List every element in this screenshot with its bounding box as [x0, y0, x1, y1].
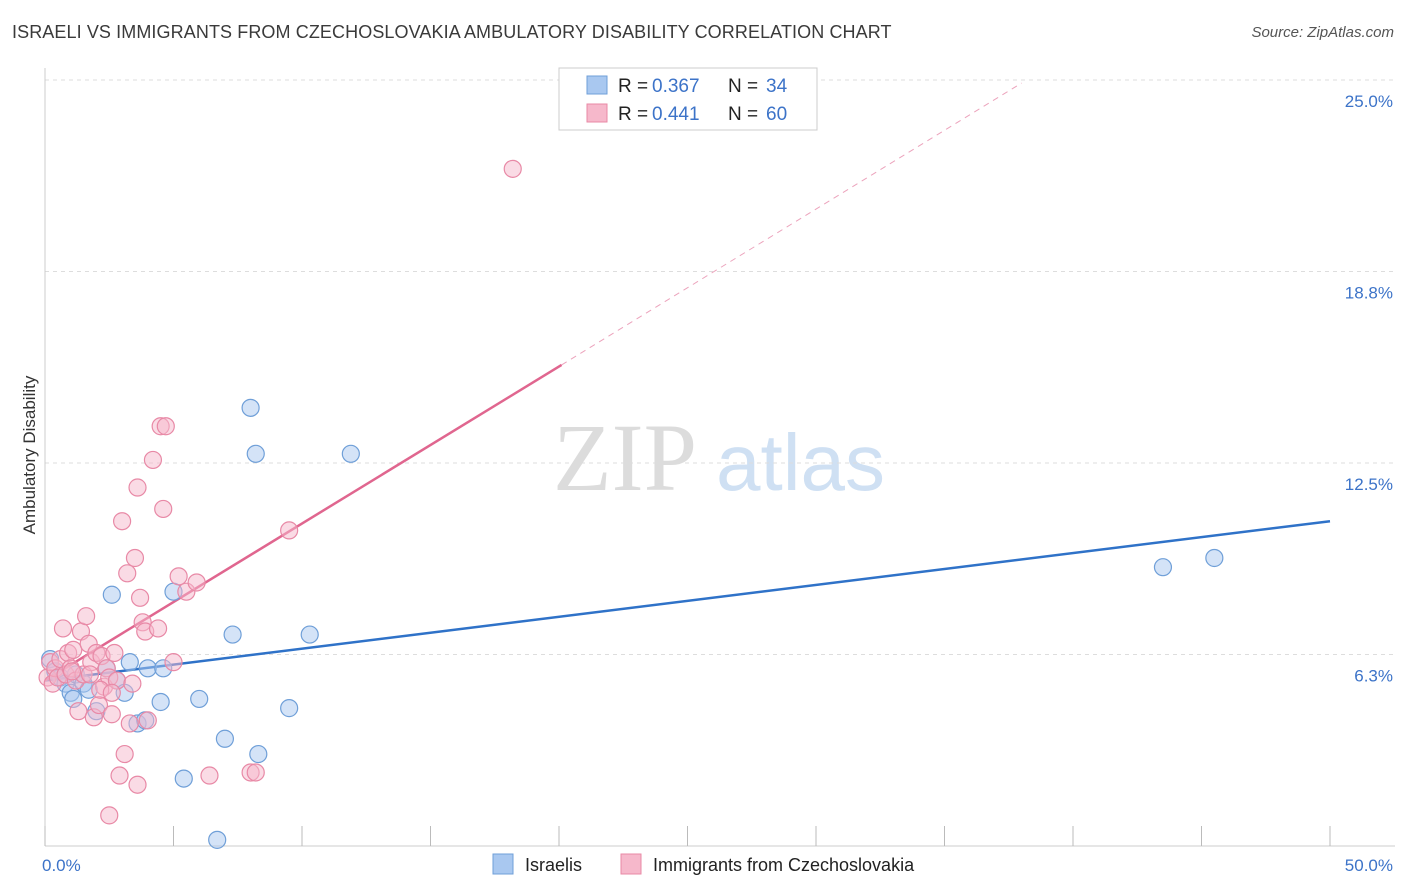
point-czechoslovakia [110, 766, 129, 785]
point-israelis [241, 398, 260, 417]
y-tick-label: 6.3% [1354, 667, 1393, 686]
bottom-legend-label-czechoslovakia: Immigrants from Czechoslovakia [653, 855, 915, 875]
point-israelis [246, 444, 265, 463]
point-czechoslovakia [102, 683, 121, 702]
point-czechoslovakia [130, 588, 150, 607]
bottom-legend-label-israelis: Israelis [525, 855, 582, 875]
legend-swatch-israelis [586, 75, 608, 95]
point-israelis [151, 692, 170, 712]
point-israelis [215, 729, 234, 748]
watermark-zip: ZIP [553, 404, 697, 511]
legend-n-label-czechoslovakia: N = [728, 104, 758, 125]
point-czechoslovakia [154, 499, 173, 519]
chart-title: ISRAELI VS IMMIGRANTS FROM CZECHOSLOVAKI… [12, 22, 892, 42]
axis-layer: 6.3% 12.5% 18.8% 25.0% 0.0% 50.0% [42, 68, 1395, 875]
point-israelis [102, 585, 121, 604]
point-israelis [1153, 558, 1173, 577]
point-czechoslovakia [503, 159, 522, 178]
bottom-legend-swatch-czechoslovakia [620, 853, 642, 875]
legend-r-value-israelis: 0.367 [652, 76, 700, 97]
y-tick-label: 12.5% [1345, 475, 1393, 494]
point-czechoslovakia [100, 806, 119, 825]
chart-source: Source: ZipAtlas.com [1251, 24, 1394, 41]
point-czechoslovakia [280, 521, 299, 540]
point-czechoslovakia [200, 766, 219, 785]
legend-n-value-czechoslovakia: 60 [766, 104, 787, 125]
x-tick-label: 0.0% [42, 856, 81, 875]
legend-r-value-czechoslovakia: 0.441 [652, 104, 700, 125]
legend-n-value-israelis: 34 [766, 76, 788, 97]
x-tick-label: 50.0% [1345, 856, 1393, 875]
y-tick-label: 25.0% [1345, 92, 1393, 111]
point-israelis [223, 625, 242, 644]
point-israelis [138, 659, 157, 678]
y-tick-label: 18.8% [1345, 284, 1393, 303]
bottom-legend: Israelis Immigrants from Czechoslovakia [492, 853, 915, 875]
point-czechoslovakia [105, 643, 124, 663]
trend-layer [44, 82, 1331, 682]
grid-layer [45, 79, 1395, 655]
point-czechoslovakia [128, 775, 147, 794]
watermark: ZIP atlas [553, 404, 885, 511]
trend-line-israelis [44, 519, 1331, 682]
point-czechoslovakia [115, 744, 134, 764]
point-israelis [280, 699, 299, 718]
legend-r-label-czechoslovakia: R = [618, 104, 648, 125]
legend-n-label-israelis: N = [728, 76, 758, 97]
point-israelis [1205, 548, 1224, 568]
point-israelis [341, 444, 360, 463]
point-czechoslovakia [138, 711, 157, 730]
point-israelis [120, 653, 139, 672]
trend-line-czechoslovakia-extension [561, 82, 1022, 366]
point-czechoslovakia [64, 640, 83, 660]
legend-swatch-czechoslovakia [586, 103, 608, 123]
bottom-legend-swatch-israelis [492, 853, 514, 875]
point-czechoslovakia [143, 450, 163, 470]
point-czechoslovakia [112, 512, 132, 531]
point-czechoslovakia [102, 705, 121, 724]
point-czechoslovakia [156, 417, 175, 436]
point-israelis [190, 689, 209, 709]
point-israelis [300, 625, 319, 644]
point-czechoslovakia [80, 665, 100, 684]
point-czechoslovakia [123, 674, 142, 693]
legend: R = 0.367 N = 34 R = 0.441 N = 60 [558, 67, 818, 131]
point-czechoslovakia [187, 573, 206, 592]
point-layer [38, 159, 1224, 849]
point-czechoslovakia [164, 653, 183, 672]
point-israelis [249, 744, 268, 764]
point-czechoslovakia [128, 478, 147, 497]
trend-line-czechoslovakia [44, 363, 563, 682]
y-axis-label: Ambulatory Disability [20, 375, 39, 534]
legend-r-label-israelis: R = [618, 76, 648, 97]
point-czechoslovakia [125, 548, 145, 568]
point-czechoslovakia [77, 607, 96, 626]
point-israelis [208, 830, 227, 849]
point-czechoslovakia [69, 702, 88, 721]
point-israelis [174, 769, 193, 788]
point-czechoslovakia [62, 662, 82, 681]
point-czechoslovakia [246, 763, 265, 782]
point-czechoslovakia [120, 714, 139, 733]
point-czechoslovakia [169, 567, 188, 586]
point-czechoslovakia [118, 564, 137, 583]
point-czechoslovakia [148, 619, 168, 638]
point-czechoslovakia [53, 619, 73, 638]
